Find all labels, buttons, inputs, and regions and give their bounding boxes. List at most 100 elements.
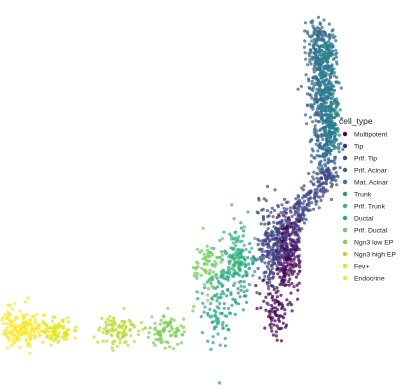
scatter-point: [116, 330, 120, 335]
scatter-point: [222, 230, 226, 234]
scatter-point: [331, 28, 335, 32]
scatter-point: [280, 281, 284, 285]
scatter-point: [163, 328, 167, 332]
scatter-point: [215, 305, 219, 309]
scatter-point: [308, 57, 312, 61]
scatter-point: [334, 104, 338, 108]
scatter-point: [279, 211, 283, 215]
scatter-point: [284, 218, 288, 222]
scatter-point: [260, 242, 264, 246]
scatter-point: [318, 128, 322, 132]
scatter-point: [26, 323, 30, 327]
scatter-point: [310, 138, 314, 142]
scatter-point: [311, 107, 315, 111]
scatter-point: [303, 39, 307, 43]
scatter-point: [8, 324, 12, 328]
scatter-point: [168, 321, 172, 325]
scatter-point: [233, 300, 237, 304]
scatter-point: [151, 341, 155, 345]
legend-swatch: [342, 251, 348, 257]
scatter-point: [327, 135, 331, 139]
scatter-point: [10, 329, 14, 333]
scatter-point: [236, 291, 240, 295]
scatter-point: [254, 283, 258, 288]
scatter-point: [218, 301, 222, 306]
scatter-point: [283, 236, 287, 241]
scatter-point: [100, 316, 104, 321]
scatter-point: [327, 85, 331, 89]
scatter-point: [162, 314, 166, 318]
scatter-point: [270, 230, 274, 234]
scatter-point: [231, 274, 235, 278]
scatter-point: [310, 55, 314, 59]
scatter-point: [332, 147, 336, 151]
scatter-point: [297, 281, 301, 285]
scatter-point: [208, 307, 212, 312]
scatter-point: [210, 297, 214, 301]
scatter-point: [153, 332, 157, 336]
scatter-point: [313, 96, 317, 100]
scatter-point: [274, 291, 278, 295]
scatter-point: [274, 298, 278, 302]
scatter-point: [266, 274, 271, 278]
scatter-point: [309, 105, 313, 109]
scatter-point: [334, 123, 338, 127]
scatter-point: [312, 26, 316, 30]
scatter-point: [303, 51, 307, 55]
scatter-point: [309, 153, 313, 158]
scatter-point: [12, 325, 16, 329]
scatter-point: [120, 319, 124, 323]
scatter-point: [316, 120, 320, 124]
scatter-point: [303, 21, 307, 25]
scatter-point: [331, 108, 335, 112]
scatter-point: [330, 71, 334, 75]
scatter-point: [298, 201, 302, 205]
scatter-point: [270, 266, 274, 270]
scatter-point: [234, 240, 238, 244]
scatter-point: [139, 320, 144, 325]
scatter-point: [308, 196, 312, 200]
scatter-point: [13, 333, 17, 337]
scatter-point: [272, 255, 276, 260]
scatter-point: [325, 91, 329, 95]
scatter-point: [64, 334, 68, 338]
scatter-point: [226, 265, 231, 269]
scatter-point: [16, 338, 20, 342]
scatter-point: [279, 293, 283, 297]
scatter-point: [245, 288, 249, 293]
scatter-point: [239, 284, 243, 288]
scatter-point: [278, 220, 282, 224]
scatter-point: [229, 255, 233, 259]
scatter-point: [338, 166, 342, 170]
scatter-point: [270, 307, 274, 311]
scatter-point: [335, 75, 339, 79]
scatter-point: [214, 262, 219, 266]
scatter-point: [318, 183, 322, 187]
scatter-point: [306, 63, 310, 67]
scatter-point: [270, 310, 274, 314]
scatter-point: [258, 276, 262, 280]
scatter-point: [123, 341, 127, 345]
scatter-point: [258, 292, 262, 296]
scatter-point: [213, 313, 217, 317]
scatter-point: [319, 32, 323, 36]
scatter-point: [131, 323, 135, 327]
scatter-point: [242, 280, 246, 284]
scatter-point: [153, 321, 157, 326]
scatter-point: [34, 313, 39, 317]
scatter-point: [274, 256, 279, 260]
scatter-point: [267, 221, 271, 226]
scatter-point: [272, 225, 276, 229]
scatter-point: [298, 269, 302, 273]
scatter-point: [332, 174, 336, 178]
legend-label: Prlf. Ductal: [354, 227, 388, 234]
scatter-point: [282, 240, 287, 244]
scatter-point: [288, 206, 293, 210]
scatter-point: [315, 100, 320, 104]
scatter-point: [332, 36, 336, 40]
scatter-point: [333, 115, 337, 119]
scatter-point: [286, 268, 290, 272]
scatter-point: [264, 199, 268, 203]
scatter-point: [203, 305, 207, 309]
legend-label: Multipotent: [354, 131, 387, 138]
